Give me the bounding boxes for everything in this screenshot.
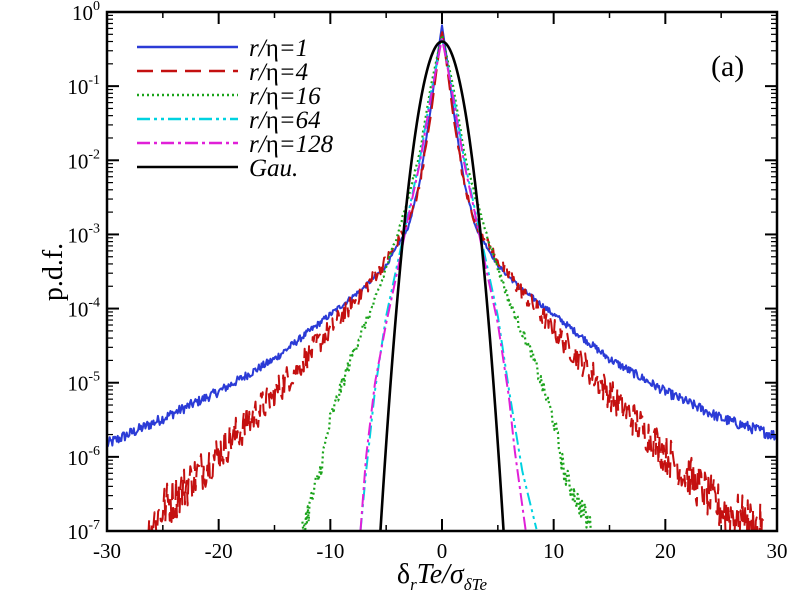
plot-frame bbox=[105, 10, 779, 533]
x-title-mid: Te/σ bbox=[417, 559, 465, 590]
legend-label: r/η=64 bbox=[249, 107, 321, 134]
x-tick-label: 0 bbox=[437, 539, 448, 563]
legend-label: r/η=1 bbox=[249, 35, 308, 62]
x-axis-title: δrTe/σδTe bbox=[397, 559, 488, 594]
series-line bbox=[107, 24, 777, 448]
y-tick-label: 100 bbox=[72, 0, 100, 25]
y-axis-title: p.d.f. bbox=[38, 243, 69, 301]
y-tick-label: 10-6 bbox=[67, 444, 100, 470]
y-tick-label: 10-1 bbox=[67, 73, 100, 99]
x-title-delta: δ bbox=[397, 559, 410, 590]
x-title-sub2: δTe bbox=[464, 575, 488, 594]
legend-label: r/η=16 bbox=[249, 83, 321, 110]
y-tick-label: 10-7 bbox=[67, 518, 100, 544]
panel-label: (a) bbox=[711, 50, 744, 83]
x-title-sub1: r bbox=[410, 575, 417, 594]
series-line bbox=[359, 38, 527, 531]
series-line bbox=[379, 40, 505, 531]
y-tick-label: 10-2 bbox=[67, 147, 100, 173]
legend-label: Gau. bbox=[249, 155, 298, 182]
x-tick-label: -20 bbox=[205, 539, 233, 563]
y-tick-label: 10-4 bbox=[67, 296, 100, 322]
x-tick-label: 30 bbox=[767, 539, 788, 563]
x-tick-label: 20 bbox=[655, 539, 676, 563]
x-tick-label: -30 bbox=[93, 539, 121, 563]
x-tick-label: 10 bbox=[543, 539, 564, 563]
legend-label: r/η=128 bbox=[249, 131, 334, 158]
series-line bbox=[301, 34, 592, 531]
x-tick-label: -10 bbox=[316, 539, 344, 563]
series-line bbox=[147, 31, 764, 531]
y-tick-label: 10-3 bbox=[67, 221, 100, 247]
y-tick-label: 10-5 bbox=[67, 370, 100, 396]
legend-label: r/η=4 bbox=[249, 59, 308, 86]
